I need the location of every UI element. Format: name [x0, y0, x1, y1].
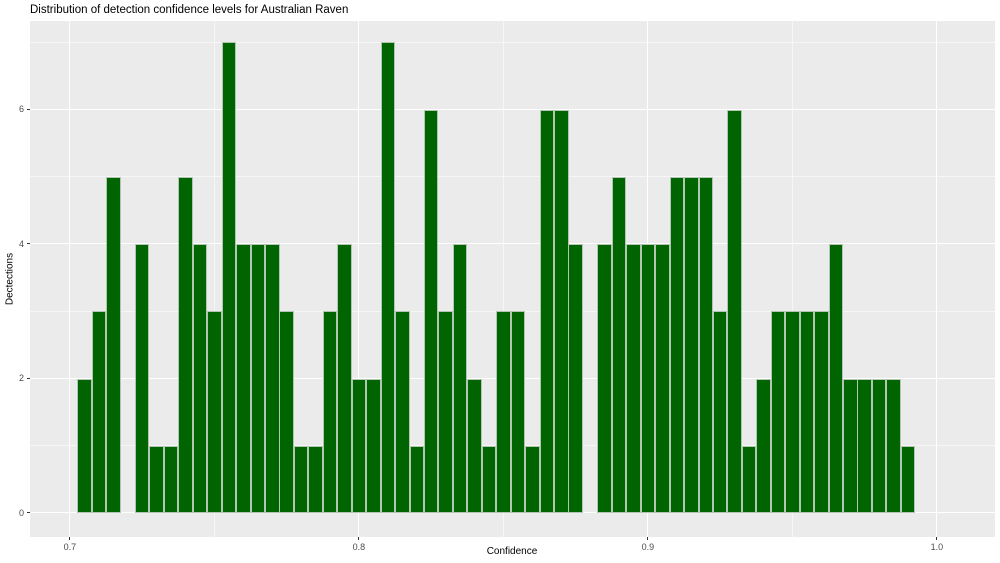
histogram-bar	[380, 42, 396, 513]
histogram-bar	[828, 244, 843, 513]
y-axis-title: Dectections	[4, 252, 16, 306]
y-major-gridline	[30, 243, 995, 245]
histogram-bar	[496, 311, 511, 513]
histogram-bar	[221, 42, 237, 513]
x-major-gridline	[936, 21, 938, 537]
y-minor-gridline	[30, 41, 995, 43]
x-major-gridline	[358, 21, 360, 537]
histogram-bar	[611, 176, 627, 513]
y-major-gridline	[30, 108, 995, 110]
y-axis-tick-label: 2	[18, 373, 24, 384]
y-axis-tick-mark	[27, 108, 30, 110]
histogram-bar	[106, 176, 121, 513]
histogram-bar	[351, 378, 367, 513]
x-minor-gridline	[213, 21, 215, 537]
histogram-bar	[626, 244, 641, 513]
x-axis-title: Confidence	[486, 546, 538, 557]
y-axis-tick-label: 6	[18, 104, 24, 115]
x-major-gridline	[69, 21, 71, 537]
histogram-bar	[438, 311, 453, 513]
histogram-bar	[279, 311, 294, 513]
histogram-bar	[481, 445, 497, 513]
histogram-bar	[741, 445, 757, 513]
histogram-bar	[727, 109, 742, 513]
y-axis-tick-label: 4	[18, 238, 24, 249]
x-axis-tick-label: 1.0	[930, 542, 944, 552]
histogram-bar	[207, 311, 222, 513]
histogram-bar	[539, 109, 554, 513]
histogram-bar	[655, 244, 670, 513]
histogram-bar	[178, 176, 193, 513]
histogram-bar	[452, 244, 468, 513]
histogram-bar	[756, 378, 771, 513]
histogram-bar	[684, 176, 699, 513]
histogram-bar	[409, 445, 424, 513]
histogram-bar	[265, 244, 280, 513]
histogram-bar	[669, 176, 685, 513]
x-axis-tick-label: 0.8	[352, 542, 366, 552]
histogram-bar	[857, 378, 872, 513]
histogram-bar	[525, 445, 540, 513]
histogram-bar	[843, 378, 858, 513]
y-axis-tick-mark	[27, 512, 30, 514]
histogram-bar	[423, 109, 439, 513]
x-axis-tick-mark	[358, 537, 360, 540]
histogram-bar	[698, 176, 713, 513]
histogram-bar	[149, 445, 164, 513]
histogram-bar	[395, 311, 410, 513]
histogram-bar	[597, 244, 612, 513]
histogram-bar	[77, 378, 92, 513]
x-axis-tick-label: 0.9	[641, 542, 655, 552]
y-axis-tick-mark	[27, 243, 30, 245]
histogram-bar	[337, 244, 352, 513]
histogram-bar	[163, 445, 179, 513]
x-axis-tick-mark	[647, 537, 649, 540]
y-axis-tick-mark	[27, 377, 30, 379]
histogram-bar	[510, 311, 526, 513]
histogram-bar	[91, 311, 107, 513]
histogram-bar	[712, 311, 728, 513]
histogram-bar	[308, 445, 323, 513]
histogram-bar	[640, 244, 656, 513]
histogram-bar	[770, 311, 786, 513]
histogram-bar	[814, 311, 829, 513]
histogram-bar	[785, 311, 800, 513]
histogram-bar	[192, 244, 208, 513]
histogram-bar	[799, 311, 815, 513]
histogram-bar	[293, 445, 309, 513]
chart-title: Distribution of detection confidence lev…	[30, 4, 349, 16]
y-major-gridline	[30, 512, 995, 514]
x-axis-tick-mark	[936, 537, 938, 540]
y-minor-gridline	[30, 176, 995, 178]
plot-panel	[30, 21, 995, 537]
histogram-bar	[250, 244, 265, 513]
x-axis-tick-label: 0.7	[63, 542, 77, 552]
histogram-bar	[554, 109, 569, 513]
histogram-bar	[134, 244, 150, 513]
histogram-bar	[900, 445, 916, 513]
histogram-bar	[871, 378, 887, 513]
histogram-bar	[568, 244, 583, 513]
x-minor-gridline	[791, 21, 793, 537]
histogram-bar	[366, 378, 381, 513]
histogram-bar	[322, 311, 338, 513]
y-axis-tick-label: 0	[18, 507, 24, 518]
histogram-bar	[886, 378, 901, 513]
histogram-bar	[236, 244, 251, 513]
histogram-bar	[467, 378, 482, 513]
x-axis-tick-mark	[69, 537, 71, 540]
x-minor-gridline	[502, 21, 504, 537]
